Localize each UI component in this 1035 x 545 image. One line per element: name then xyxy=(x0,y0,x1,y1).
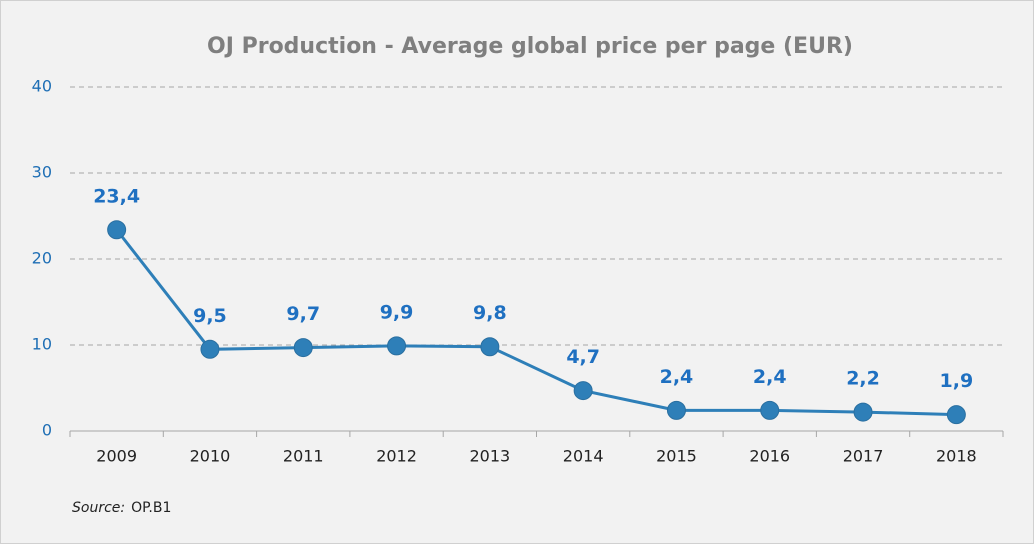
marker xyxy=(387,336,407,356)
x-tick-label: 2015 xyxy=(656,447,697,466)
data-label: 1,9 xyxy=(940,370,974,392)
y-tick-label: 30 xyxy=(32,163,52,182)
x-tick-label: 2009 xyxy=(96,447,137,466)
data-label: 9,7 xyxy=(286,303,320,325)
marker xyxy=(666,400,686,420)
marker xyxy=(107,220,127,240)
marker xyxy=(760,400,780,420)
marker xyxy=(853,402,873,422)
y-tick-label: 40 xyxy=(32,77,52,96)
data-label: 2,4 xyxy=(660,366,694,388)
chart-title: OJ Production - Average global price per… xyxy=(207,34,853,59)
data-label: 23,4 xyxy=(93,185,140,207)
series-line xyxy=(115,228,957,417)
marker xyxy=(573,381,593,401)
y-tick-label: 20 xyxy=(32,249,52,268)
data-label: 2,4 xyxy=(753,366,787,388)
x-tick-label: 2011 xyxy=(283,447,324,466)
marker xyxy=(946,405,966,425)
y-tick-label: 0 xyxy=(42,421,52,440)
data-label: 9,5 xyxy=(193,305,227,327)
y-tick-label: 10 xyxy=(32,335,52,354)
x-tick-label: 2013 xyxy=(469,447,510,466)
data-label: 9,8 xyxy=(473,302,507,324)
marker xyxy=(480,337,500,357)
marker xyxy=(200,339,220,359)
x-tick-label: 2017 xyxy=(843,447,884,466)
x-tick-label: 2016 xyxy=(749,447,790,466)
source-label: Source: xyxy=(72,500,125,516)
marker xyxy=(293,338,313,358)
x-tick-label: 2014 xyxy=(563,447,604,466)
data-label: 2,2 xyxy=(846,368,880,390)
data-label: 9,9 xyxy=(380,301,414,323)
x-tick-label: 2018 xyxy=(936,447,977,466)
data-label: 4,7 xyxy=(566,346,600,368)
source: Source: OP.B1 xyxy=(72,500,171,516)
x-tick-label: 2012 xyxy=(376,447,417,466)
source-value: OP.B1 xyxy=(131,500,171,516)
x-tick-label: 2010 xyxy=(190,447,231,466)
